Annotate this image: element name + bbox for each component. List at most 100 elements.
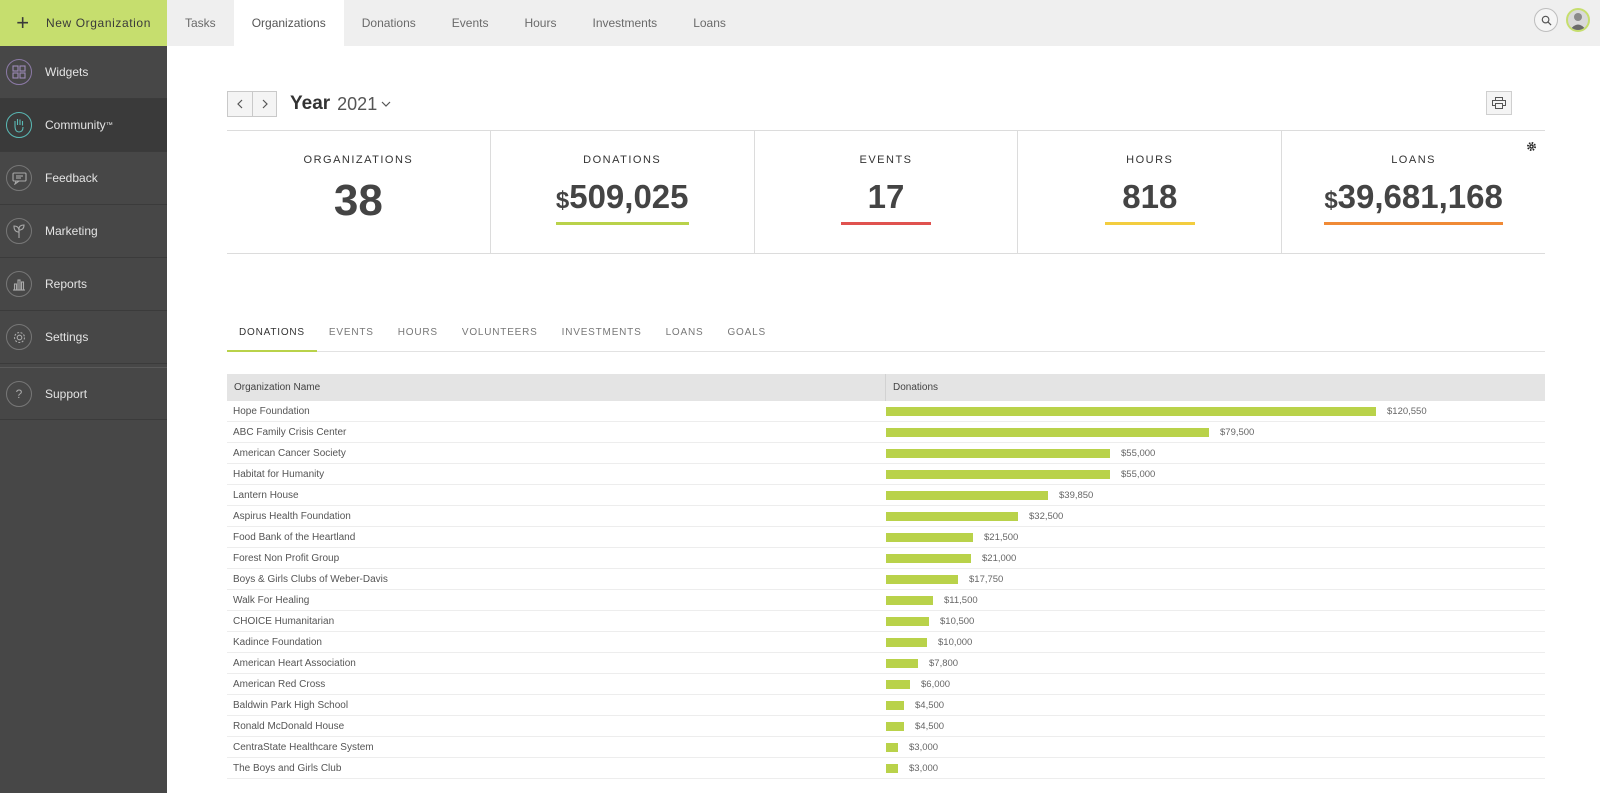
- stat-number: 509,025: [569, 178, 689, 215]
- donation-bar: [886, 406, 1376, 416]
- subtab-hours[interactable]: HOURS: [397, 327, 438, 338]
- new-organization-label: New Organization: [46, 16, 151, 30]
- table-row[interactable]: Kadince Foundation $10,000: [227, 632, 1545, 653]
- donation-bar: [886, 637, 927, 647]
- table-row[interactable]: Habitat for Humanity $55,000: [227, 464, 1545, 485]
- organization-name[interactable]: ABC Family Crisis Center: [233, 426, 347, 438]
- bar-chart-icon: [6, 271, 32, 297]
- stat-loans: LOANS $39,681,168: [1282, 131, 1545, 253]
- donation-bar: [886, 742, 898, 752]
- table-row[interactable]: Ronald McDonald House $4,500: [227, 716, 1545, 737]
- organization-name[interactable]: American Heart Association: [233, 657, 356, 669]
- donation-amount: $32,500: [1029, 510, 1064, 522]
- user-avatar[interactable]: [1566, 8, 1590, 32]
- table-row[interactable]: American Red Cross $6,000: [227, 674, 1545, 695]
- organization-name[interactable]: Forest Non Profit Group: [233, 552, 340, 564]
- table-row[interactable]: Hope Foundation $120,550: [227, 401, 1545, 422]
- organization-name[interactable]: Boys & Girls Clubs of Weber-Davis: [233, 573, 388, 585]
- currency-symbol: $: [1324, 187, 1338, 214]
- table-row[interactable]: Aspirus Health Foundation $32,500: [227, 506, 1545, 527]
- organization-name[interactable]: Lantern House: [233, 489, 299, 501]
- tab-donations[interactable]: Donations: [361, 16, 416, 30]
- user-icon: [1570, 13, 1586, 30]
- hand-icon: [6, 112, 32, 138]
- organization-name[interactable]: Habitat for Humanity: [233, 468, 325, 480]
- sidebar-item-settings[interactable]: Settings: [0, 311, 167, 364]
- donation-bar: [886, 553, 971, 563]
- chevron-down-icon[interactable]: [381, 100, 391, 108]
- stat-hours: HOURS 818: [1018, 131, 1283, 253]
- donation-cell: $4,500: [886, 716, 1545, 736]
- table-row[interactable]: The Boys and Girls Club $3,000: [227, 758, 1545, 779]
- next-year-button[interactable]: [252, 92, 276, 116]
- table-row[interactable]: Boys & Girls Clubs of Weber-Davis $17,750: [227, 569, 1545, 590]
- currency-symbol: $: [555, 187, 570, 214]
- organization-name[interactable]: Baldwin Park High School: [233, 699, 349, 711]
- donation-cell: $17,750: [886, 569, 1545, 589]
- table-row[interactable]: American Cancer Society $55,000: [227, 443, 1545, 464]
- chevron-right-icon: [262, 99, 268, 109]
- donation-amount: $4,500: [915, 720, 945, 732]
- table-row[interactable]: Lantern House $39,850: [227, 485, 1545, 506]
- subtab-events[interactable]: EVENTS: [328, 327, 374, 338]
- previous-year-button[interactable]: [228, 92, 252, 116]
- tab-organizations[interactable]: Organizations: [233, 0, 344, 46]
- table-row[interactable]: CentraState Healthcare System $3,000: [227, 737, 1545, 758]
- organization-name[interactable]: CHOICE Humanitarian: [233, 615, 335, 627]
- help-icon: ?: [6, 380, 32, 407]
- table-row[interactable]: Food Bank of the Heartland $21,500: [227, 527, 1545, 548]
- stat-value: 17: [868, 178, 905, 216]
- print-button[interactable]: [1486, 91, 1512, 115]
- feedback-icon: [6, 165, 32, 191]
- donation-cell: $55,000: [886, 464, 1545, 484]
- tab-tasks[interactable]: Tasks: [185, 16, 216, 30]
- organization-name[interactable]: American Cancer Society: [233, 447, 346, 459]
- organization-name[interactable]: Hope Foundation: [233, 405, 310, 417]
- column-header-donations[interactable]: Donations: [893, 382, 939, 393]
- search-button[interactable]: [1534, 8, 1558, 32]
- table-row[interactable]: American Heart Association $7,800: [227, 653, 1545, 674]
- subtab-volunteers[interactable]: VOLUNTEERS: [461, 327, 538, 338]
- organization-name[interactable]: Food Bank of the Heartland: [233, 531, 356, 543]
- tab-hours[interactable]: Hours: [524, 16, 557, 30]
- tab-loans[interactable]: Loans: [693, 16, 726, 30]
- organization-name[interactable]: American Red Cross: [233, 678, 326, 690]
- organization-name[interactable]: Kadince Foundation: [233, 636, 322, 648]
- tab-events[interactable]: Events: [451, 16, 489, 30]
- organization-name[interactable]: CentraState Healthcare System: [233, 741, 374, 753]
- sidebar-item-feedback[interactable]: Feedback: [0, 152, 167, 205]
- donation-cell: $10,500: [886, 611, 1545, 631]
- stat-label: EVENTS: [859, 154, 913, 166]
- sidebar: Widgets Community ™ Feedback Marketing Report…: [0, 46, 167, 793]
- organization-name[interactable]: Aspirus Health Foundation: [233, 510, 351, 522]
- plus-icon: +: [16, 10, 30, 35]
- svg-text:?: ?: [16, 387, 23, 401]
- sidebar-item-support[interactable]: ? Support: [0, 367, 167, 420]
- sidebar-item-community[interactable]: Community ™: [0, 99, 167, 152]
- table-row[interactable]: Walk For Healing $11,500: [227, 590, 1545, 611]
- table-row[interactable]: CHOICE Humanitarian $10,500: [227, 611, 1545, 632]
- settings-gear-icon[interactable]: [1526, 139, 1537, 157]
- stat-organizations: ORGANIZATIONS 38: [227, 131, 491, 253]
- table-row[interactable]: Baldwin Park High School $4,500: [227, 695, 1545, 716]
- sidebar-item-reports[interactable]: Reports: [0, 258, 167, 311]
- organization-name[interactable]: The Boys and Girls Club: [233, 762, 342, 774]
- table-row[interactable]: Forest Non Profit Group $21,000: [227, 548, 1545, 569]
- organization-name[interactable]: Walk For Healing: [233, 594, 310, 606]
- tab-investments[interactable]: Investments: [592, 16, 658, 30]
- new-organization-button[interactable]: + New Organization: [0, 0, 167, 46]
- subtab-donations[interactable]: DONATIONS: [227, 323, 317, 352]
- year-dropdown[interactable]: 2021: [337, 93, 378, 114]
- subtab-goals[interactable]: GOALS: [727, 327, 766, 338]
- sidebar-item-marketing[interactable]: Marketing: [0, 205, 167, 258]
- column-header-organization[interactable]: Organization Name: [227, 374, 886, 401]
- subtab-loans[interactable]: LOANS: [665, 327, 704, 338]
- donation-bar: [886, 511, 1018, 521]
- sidebar-item-label: Widgets: [45, 65, 89, 79]
- main-nav: Tasks Organizations Donations Events Hours In…: [167, 0, 744, 46]
- sidebar-item-widgets[interactable]: Widgets: [0, 46, 167, 99]
- table-row[interactable]: ABC Family Crisis Center $79,500: [227, 422, 1545, 443]
- organization-name[interactable]: Ronald McDonald House: [233, 720, 345, 732]
- donation-cell: $3,000: [886, 758, 1545, 778]
- subtab-investments[interactable]: INVESTMENTS: [561, 327, 642, 338]
